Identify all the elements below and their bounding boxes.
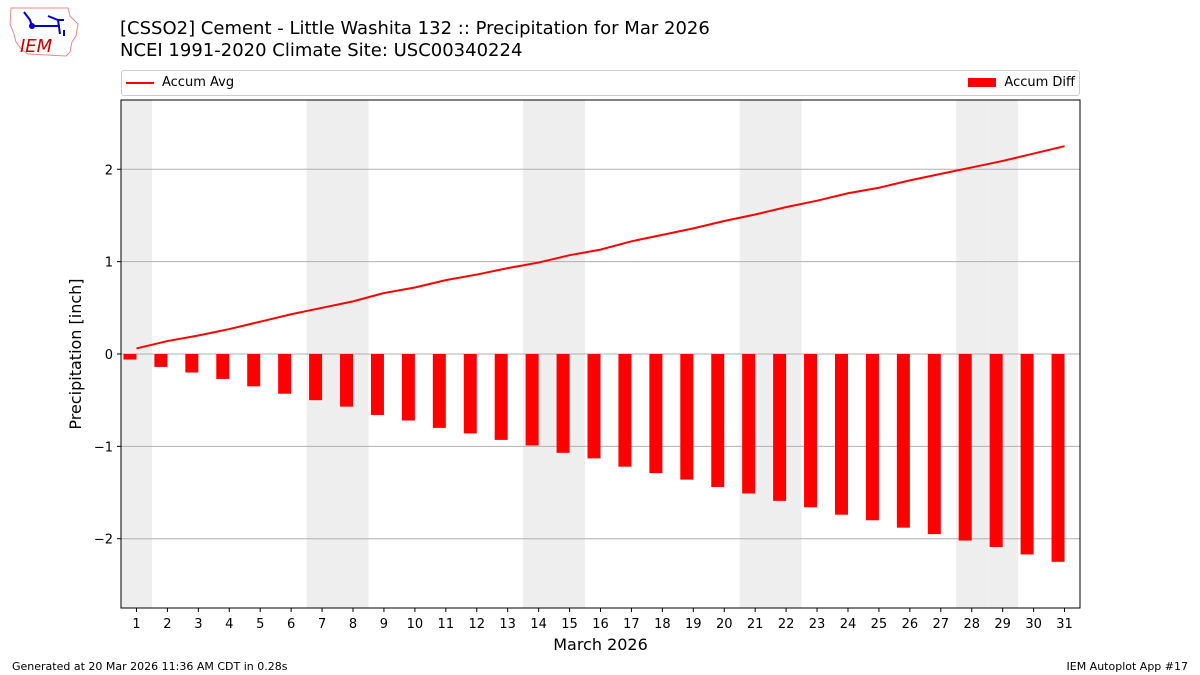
accum-diff-bar bbox=[401, 354, 415, 421]
x-tick-label: 5 bbox=[256, 617, 264, 632]
legend-label: Accum Diff bbox=[1004, 75, 1075, 90]
accum-diff-bar bbox=[773, 354, 787, 501]
accum-diff-bar bbox=[927, 354, 941, 535]
accum-diff-bar bbox=[247, 354, 261, 387]
line-swatch-icon bbox=[126, 81, 154, 84]
x-tick-label: 14 bbox=[530, 617, 547, 632]
x-tick-label: 21 bbox=[747, 617, 764, 632]
chart-title: [CSSO2] Cement - Little Washita 132 :: P… bbox=[120, 18, 710, 39]
accum-diff-bar bbox=[742, 354, 756, 494]
plot-frame bbox=[120, 99, 1081, 609]
iem-logo: IEM bbox=[9, 7, 79, 57]
accum-diff-bar bbox=[185, 354, 199, 373]
accum-diff-bar bbox=[216, 354, 230, 379]
y-tick-label: 0 bbox=[105, 348, 113, 363]
accum-diff-bar bbox=[896, 354, 910, 528]
x-tick-label: 18 bbox=[654, 617, 671, 632]
x-tick-label: 30 bbox=[1025, 617, 1042, 632]
accum-diff-bar bbox=[309, 354, 323, 401]
y-axis-label: Precipitation [inch] bbox=[66, 278, 85, 429]
accum-diff-bar bbox=[278, 354, 292, 394]
x-tick-label: 19 bbox=[685, 617, 702, 632]
x-tick-label: 12 bbox=[468, 617, 485, 632]
accum-diff-bar bbox=[865, 354, 879, 521]
x-tick-label: 27 bbox=[933, 617, 950, 632]
generated-timestamp: Generated at 20 Mar 2026 11:36 AM CDT in… bbox=[12, 660, 288, 673]
x-tick-label: 20 bbox=[716, 617, 733, 632]
accum-diff-bar bbox=[340, 354, 354, 407]
bar-swatch-icon bbox=[968, 78, 997, 87]
logo-text: IEM bbox=[20, 36, 53, 57]
chart-subtitle: NCEI 1991-2020 Climate Site: USC00340224 bbox=[120, 40, 523, 61]
accum-diff-bar bbox=[649, 354, 663, 474]
x-tick-label: 4 bbox=[225, 617, 233, 632]
x-tick-label: 7 bbox=[318, 617, 326, 632]
x-tick-label: 31 bbox=[1056, 617, 1073, 632]
accum-diff-bar bbox=[556, 354, 570, 453]
app-label: IEM Autoplot App #17 bbox=[1066, 660, 1189, 673]
accum-diff-bar bbox=[154, 354, 168, 367]
x-tick-label: 9 bbox=[380, 617, 388, 632]
accum-diff-bar bbox=[494, 354, 508, 440]
y-tick-label: 2 bbox=[105, 163, 113, 178]
x-tick-label: 25 bbox=[871, 617, 888, 632]
y-tick-label: 1 bbox=[105, 256, 113, 271]
x-tick-label: 29 bbox=[994, 617, 1011, 632]
accum-diff-bar bbox=[1051, 354, 1065, 562]
x-tick-label: 15 bbox=[561, 617, 578, 632]
accum-diff-bar bbox=[1020, 354, 1034, 555]
legend-item-accum-avg: Accum Avg bbox=[126, 75, 234, 90]
x-tick-label: 2 bbox=[163, 617, 171, 632]
y-tick-label: −1 bbox=[94, 440, 113, 455]
accum-diff-bar bbox=[680, 354, 694, 480]
y-tick-label: −2 bbox=[94, 533, 113, 548]
x-tick-label: 26 bbox=[902, 617, 919, 632]
legend-label: Accum Avg bbox=[162, 75, 235, 90]
accum-diff-bar bbox=[834, 354, 848, 515]
x-tick-label: 22 bbox=[778, 617, 795, 632]
x-tick-label: 17 bbox=[623, 617, 640, 632]
accum-diff-bar bbox=[463, 354, 477, 434]
accum-diff-bar bbox=[370, 354, 384, 415]
accum-diff-bar bbox=[587, 354, 601, 459]
x-tick-label: 16 bbox=[592, 617, 609, 632]
x-tick-label: 6 bbox=[287, 617, 295, 632]
x-axis-label: March 2026 bbox=[553, 635, 648, 654]
accum-diff-bar bbox=[804, 354, 818, 508]
accum-diff-bar bbox=[958, 354, 972, 541]
accum-diff-bar bbox=[618, 354, 632, 467]
accum-diff-bar bbox=[989, 354, 1003, 548]
x-tick-label: 23 bbox=[809, 617, 826, 632]
accum-diff-bar bbox=[711, 354, 725, 488]
accum-diff-bar bbox=[432, 354, 446, 428]
x-tick-label: 3 bbox=[194, 617, 202, 632]
legend: Accum Avg Accum Diff bbox=[121, 70, 1080, 96]
x-tick-label: 24 bbox=[840, 617, 857, 632]
legend-item-accum-diff: Accum Diff bbox=[968, 75, 1075, 90]
accum-diff-bar bbox=[525, 354, 539, 446]
accum-diff-bar bbox=[123, 354, 137, 360]
x-tick-label: 11 bbox=[438, 617, 455, 632]
x-tick-label: 8 bbox=[349, 617, 357, 632]
x-tick-label: 10 bbox=[407, 617, 424, 632]
accum-avg-line bbox=[136, 145, 1065, 350]
x-tick-label: 1 bbox=[132, 617, 140, 632]
x-tick-label: 13 bbox=[499, 617, 516, 632]
x-tick-label: 28 bbox=[963, 617, 980, 632]
